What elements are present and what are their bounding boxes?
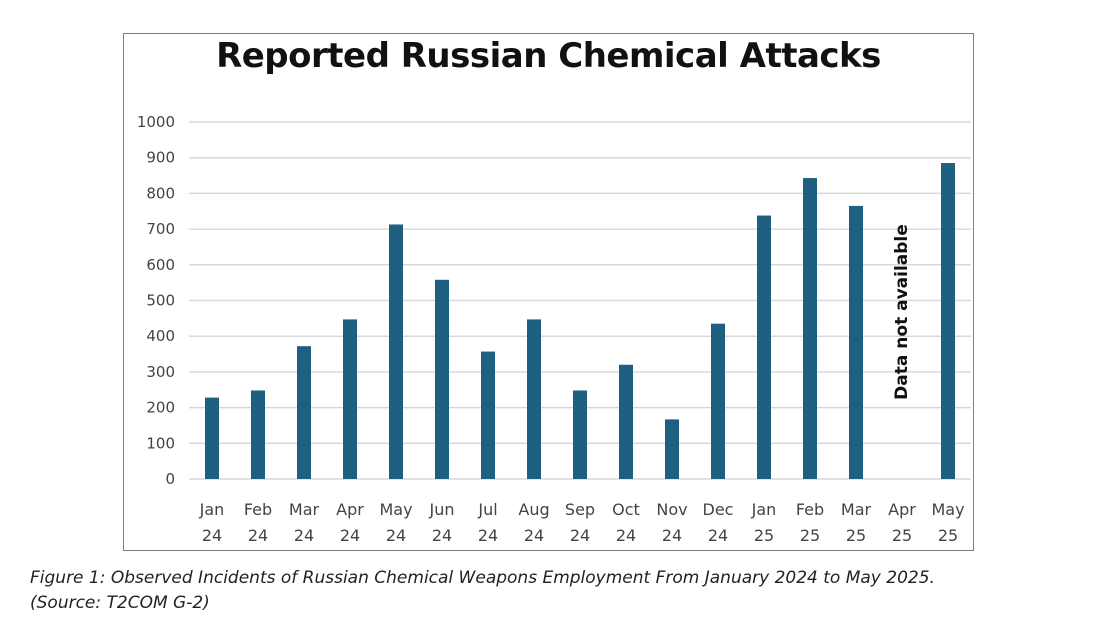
y-tick-label: 100 (146, 434, 175, 452)
bar (297, 346, 311, 479)
x-tick-label-year: 24 (432, 526, 452, 545)
caption-line-1: Figure 1: Observed Incidents of Russian … (30, 568, 935, 588)
x-tick-label-year: 24 (340, 526, 360, 545)
x-tick-label-year: 25 (800, 526, 820, 545)
bar (619, 364, 633, 479)
y-tick-label: 0 (165, 470, 175, 488)
bar (527, 319, 541, 479)
y-tick-label: 600 (146, 256, 175, 274)
x-tick-label-year: 24 (662, 526, 682, 545)
chart-frame: Reported Russian Chemical Attacks 0 100 20… (123, 33, 974, 551)
bar (803, 178, 817, 479)
y-tick-label: 500 (146, 292, 175, 310)
bar (665, 419, 679, 479)
bar (435, 279, 449, 479)
x-tick-label-month: Aug (518, 500, 549, 519)
y-tick-label: 300 (146, 363, 175, 381)
y-tick-label: 900 (146, 149, 175, 167)
x-tick-label-month: Nov (656, 500, 687, 519)
x-tick-label-month: May (931, 500, 964, 519)
x-tick-label-month: Sep (565, 500, 595, 519)
x-tick-label-year: 24 (478, 526, 498, 545)
y-tick-label: 200 (146, 399, 175, 417)
bar (573, 390, 587, 479)
y-tick-label: 800 (146, 184, 175, 202)
x-tick-label-month: Apr (336, 500, 364, 519)
bar (849, 205, 863, 479)
y-tick-label: 1000 (137, 113, 175, 131)
y-tick-label: 400 (146, 327, 175, 345)
y-tick-label: 700 (146, 220, 175, 238)
x-tick-label-month: Apr (888, 500, 916, 519)
caption-line-2: (Source: T2COM G-2) (30, 593, 210, 613)
bar (711, 323, 725, 479)
x-tick-label-year: 25 (846, 526, 866, 545)
x-tick-label-month: Oct (612, 500, 640, 519)
x-tick-label-month: Jan (751, 500, 777, 519)
x-tick-label-month: Mar (841, 500, 872, 519)
x-tick-label-month: Jan (199, 500, 225, 519)
bar (941, 163, 955, 479)
x-tick-label-month: Feb (244, 500, 272, 519)
x-tick-label-year: 24 (524, 526, 544, 545)
annotation-data-not-available: Data not available (892, 224, 912, 400)
x-tick-label-month: May (379, 500, 412, 519)
bar (481, 351, 495, 479)
bar (205, 397, 219, 479)
x-tick-label-year: 25 (938, 526, 958, 545)
bar-chart: 0 100 200 300 400 500 600 700 800 900 1000 Jan 24 Feb… (137, 113, 971, 545)
bar (389, 224, 403, 479)
x-tick-label-year: 24 (570, 526, 590, 545)
x-tick-label-year: 24 (202, 526, 222, 545)
x-tick-label-year: 24 (386, 526, 406, 545)
bar (757, 215, 771, 479)
x-tick-label-year: 24 (248, 526, 268, 545)
bar (343, 319, 357, 479)
x-tick-label-year: 24 (708, 526, 728, 545)
x-tick-label-month: Jun (429, 500, 455, 519)
bar (251, 390, 265, 479)
x-tick-label-year: 25 (892, 526, 912, 545)
x-tick-label-month: Jul (477, 500, 497, 519)
figure-caption: Figure 1: Observed Incidents of Russian … (30, 566, 1070, 616)
x-tick-label-year: 24 (616, 526, 636, 545)
x-tick-label-month: Mar (289, 500, 320, 519)
chart-title: Reported Russian Chemical Attacks (216, 36, 881, 76)
x-tick-label-year: 24 (294, 526, 314, 545)
x-tick-label-month: Dec (703, 500, 734, 519)
x-tick-label-year: 25 (754, 526, 774, 545)
x-tick-label-month: Feb (796, 500, 824, 519)
